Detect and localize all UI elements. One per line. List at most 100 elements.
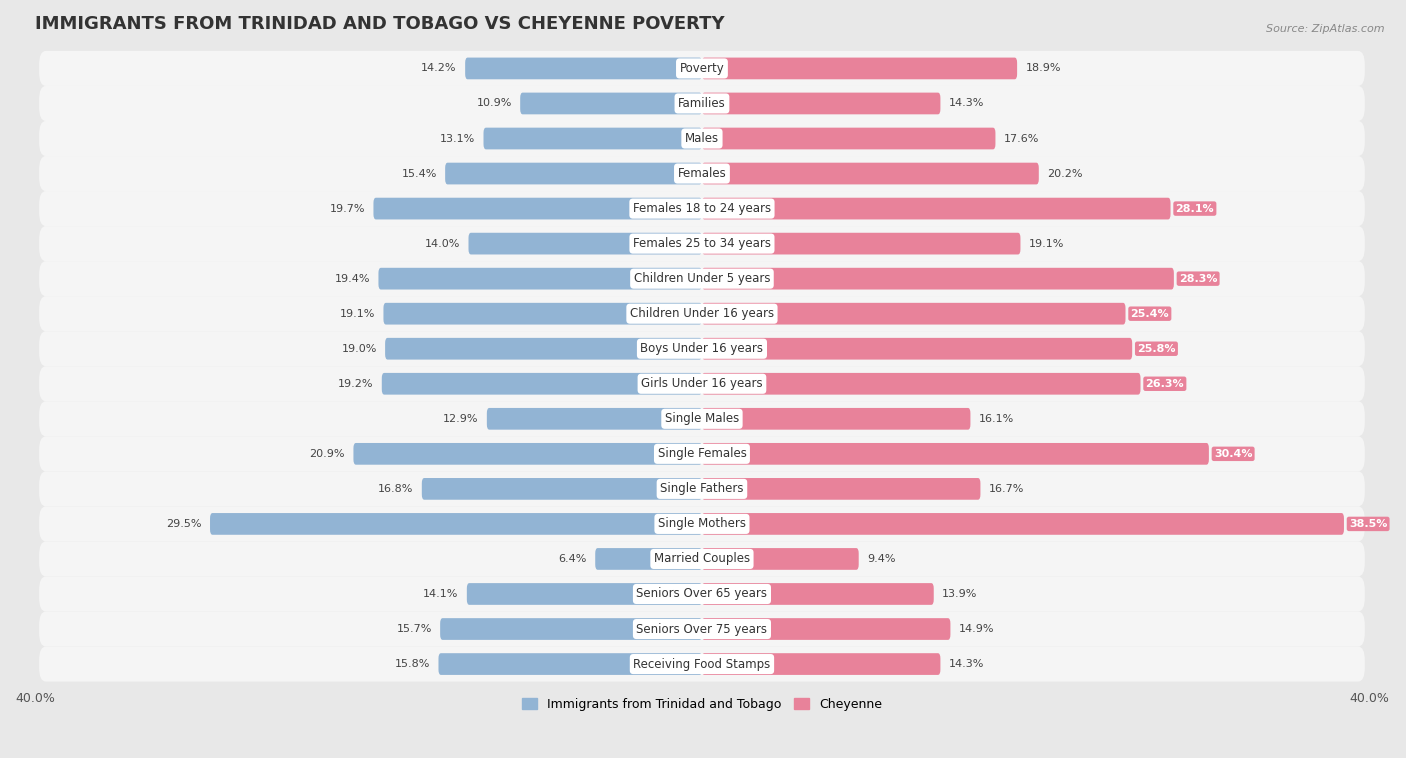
FancyBboxPatch shape: [446, 163, 702, 184]
Text: 16.7%: 16.7%: [988, 484, 1024, 494]
FancyBboxPatch shape: [702, 127, 995, 149]
FancyBboxPatch shape: [484, 127, 702, 149]
FancyBboxPatch shape: [39, 577, 1365, 612]
Text: 25.4%: 25.4%: [1130, 309, 1170, 318]
FancyBboxPatch shape: [465, 58, 702, 80]
FancyBboxPatch shape: [702, 373, 1140, 395]
Text: 19.1%: 19.1%: [340, 309, 375, 318]
Text: Children Under 5 years: Children Under 5 years: [634, 272, 770, 285]
Text: 14.3%: 14.3%: [949, 99, 984, 108]
FancyBboxPatch shape: [39, 262, 1365, 296]
FancyBboxPatch shape: [702, 163, 1039, 184]
Text: Single Males: Single Males: [665, 412, 740, 425]
Text: 15.8%: 15.8%: [395, 659, 430, 669]
FancyBboxPatch shape: [39, 401, 1365, 437]
FancyBboxPatch shape: [39, 331, 1365, 366]
Text: 14.0%: 14.0%: [425, 239, 460, 249]
Text: Seniors Over 65 years: Seniors Over 65 years: [637, 587, 768, 600]
FancyBboxPatch shape: [439, 653, 702, 675]
Text: 19.1%: 19.1%: [1029, 239, 1064, 249]
Text: Girls Under 16 years: Girls Under 16 years: [641, 377, 763, 390]
FancyBboxPatch shape: [702, 653, 941, 675]
FancyBboxPatch shape: [422, 478, 702, 500]
Text: 17.6%: 17.6%: [1004, 133, 1039, 143]
FancyBboxPatch shape: [702, 478, 980, 500]
FancyBboxPatch shape: [378, 268, 702, 290]
Text: Single Mothers: Single Mothers: [658, 518, 747, 531]
Text: 16.8%: 16.8%: [378, 484, 413, 494]
Text: 14.1%: 14.1%: [423, 589, 458, 599]
Text: 9.4%: 9.4%: [868, 554, 896, 564]
Text: 15.7%: 15.7%: [396, 624, 432, 634]
FancyBboxPatch shape: [39, 506, 1365, 541]
FancyBboxPatch shape: [468, 233, 702, 255]
Text: Boys Under 16 years: Boys Under 16 years: [641, 342, 763, 356]
FancyBboxPatch shape: [39, 612, 1365, 647]
FancyBboxPatch shape: [440, 619, 702, 640]
Text: Children Under 16 years: Children Under 16 years: [630, 307, 775, 320]
FancyBboxPatch shape: [702, 92, 941, 114]
Text: 14.9%: 14.9%: [959, 624, 994, 634]
Text: 10.9%: 10.9%: [477, 99, 512, 108]
Text: Seniors Over 75 years: Seniors Over 75 years: [637, 622, 768, 635]
Text: Families: Families: [678, 97, 725, 110]
Text: 14.3%: 14.3%: [949, 659, 984, 669]
FancyBboxPatch shape: [353, 443, 702, 465]
Text: 19.7%: 19.7%: [329, 204, 366, 214]
FancyBboxPatch shape: [39, 437, 1365, 471]
FancyBboxPatch shape: [702, 233, 1021, 255]
FancyBboxPatch shape: [486, 408, 702, 430]
Text: Males: Males: [685, 132, 718, 145]
FancyBboxPatch shape: [702, 513, 1344, 535]
FancyBboxPatch shape: [702, 58, 1017, 80]
Text: Receiving Food Stamps: Receiving Food Stamps: [633, 657, 770, 671]
Legend: Immigrants from Trinidad and Tobago, Cheyenne: Immigrants from Trinidad and Tobago, Che…: [517, 693, 887, 716]
FancyBboxPatch shape: [382, 373, 702, 395]
FancyBboxPatch shape: [385, 338, 702, 359]
Text: Single Females: Single Females: [658, 447, 747, 460]
FancyBboxPatch shape: [702, 619, 950, 640]
FancyBboxPatch shape: [702, 408, 970, 430]
FancyBboxPatch shape: [702, 268, 1174, 290]
FancyBboxPatch shape: [595, 548, 702, 570]
FancyBboxPatch shape: [702, 583, 934, 605]
Text: 18.9%: 18.9%: [1025, 64, 1062, 74]
FancyBboxPatch shape: [384, 303, 702, 324]
Text: 29.5%: 29.5%: [166, 519, 201, 529]
Text: 25.8%: 25.8%: [1137, 343, 1175, 354]
Text: 14.2%: 14.2%: [422, 64, 457, 74]
Text: 19.2%: 19.2%: [337, 379, 374, 389]
Text: IMMIGRANTS FROM TRINIDAD AND TOBAGO VS CHEYENNE POVERTY: IMMIGRANTS FROM TRINIDAD AND TOBAGO VS C…: [35, 15, 724, 33]
Text: 12.9%: 12.9%: [443, 414, 478, 424]
FancyBboxPatch shape: [702, 303, 1126, 324]
FancyBboxPatch shape: [39, 226, 1365, 262]
FancyBboxPatch shape: [702, 443, 1209, 465]
Text: 26.3%: 26.3%: [1146, 379, 1184, 389]
Text: 19.4%: 19.4%: [335, 274, 370, 283]
FancyBboxPatch shape: [702, 338, 1132, 359]
Text: 13.1%: 13.1%: [440, 133, 475, 143]
FancyBboxPatch shape: [39, 191, 1365, 226]
FancyBboxPatch shape: [520, 92, 702, 114]
FancyBboxPatch shape: [39, 296, 1365, 331]
Text: 16.1%: 16.1%: [979, 414, 1014, 424]
Text: 13.9%: 13.9%: [942, 589, 977, 599]
FancyBboxPatch shape: [39, 121, 1365, 156]
Text: Females 25 to 34 years: Females 25 to 34 years: [633, 237, 770, 250]
Text: 28.3%: 28.3%: [1178, 274, 1218, 283]
Text: 30.4%: 30.4%: [1213, 449, 1253, 459]
Text: 20.9%: 20.9%: [309, 449, 344, 459]
FancyBboxPatch shape: [39, 541, 1365, 577]
Text: 28.1%: 28.1%: [1175, 204, 1215, 214]
FancyBboxPatch shape: [209, 513, 702, 535]
FancyBboxPatch shape: [702, 548, 859, 570]
Text: Source: ZipAtlas.com: Source: ZipAtlas.com: [1267, 24, 1385, 34]
FancyBboxPatch shape: [39, 366, 1365, 401]
Text: 6.4%: 6.4%: [558, 554, 586, 564]
Text: Married Couples: Married Couples: [654, 553, 749, 565]
FancyBboxPatch shape: [467, 583, 702, 605]
Text: 19.0%: 19.0%: [342, 343, 377, 354]
Text: Females 18 to 24 years: Females 18 to 24 years: [633, 202, 770, 215]
FancyBboxPatch shape: [39, 471, 1365, 506]
Text: 38.5%: 38.5%: [1348, 519, 1388, 529]
